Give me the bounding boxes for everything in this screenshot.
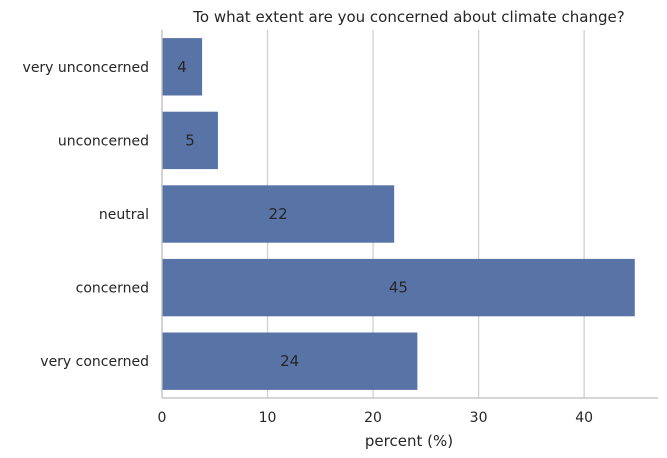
chart-title: To what extent are you concerned about c… <box>192 8 624 26</box>
y-tick-label: unconcerned <box>58 133 149 149</box>
y-tick-labels: very unconcerned unconcerned neutral concer… <box>23 60 149 370</box>
bar-value-label: 22 <box>269 205 288 223</box>
bar-concerned <box>162 258 635 317</box>
x-tick-label: 10 <box>259 410 277 426</box>
x-tick-label: 20 <box>364 410 382 426</box>
bar-value-label: 5 <box>185 131 195 149</box>
x-tick-labels: 0 10 20 30 40 <box>158 410 594 426</box>
bar-very-unconcerned <box>162 38 203 96</box>
axis-spines <box>161 30 658 399</box>
bars <box>162 38 635 390</box>
bar-very-concerned <box>162 332 418 390</box>
bar-value-label: 4 <box>177 58 187 76</box>
y-tick-label: concerned <box>76 281 149 297</box>
x-tick-label: 40 <box>575 410 593 426</box>
x-axis-title: percent (%) <box>365 432 453 450</box>
y-tick-label: very concerned <box>40 354 149 370</box>
x-tick-label: 30 <box>470 410 488 426</box>
bar-unconcerned <box>162 111 218 170</box>
bar-value-label: 45 <box>389 279 408 297</box>
y-tick-label: neutral <box>99 207 149 223</box>
y-tick-label: very unconcerned <box>23 60 149 76</box>
bar-value-label: 24 <box>280 352 299 370</box>
bar-neutral <box>162 185 395 243</box>
x-tick-label: 0 <box>158 410 167 426</box>
